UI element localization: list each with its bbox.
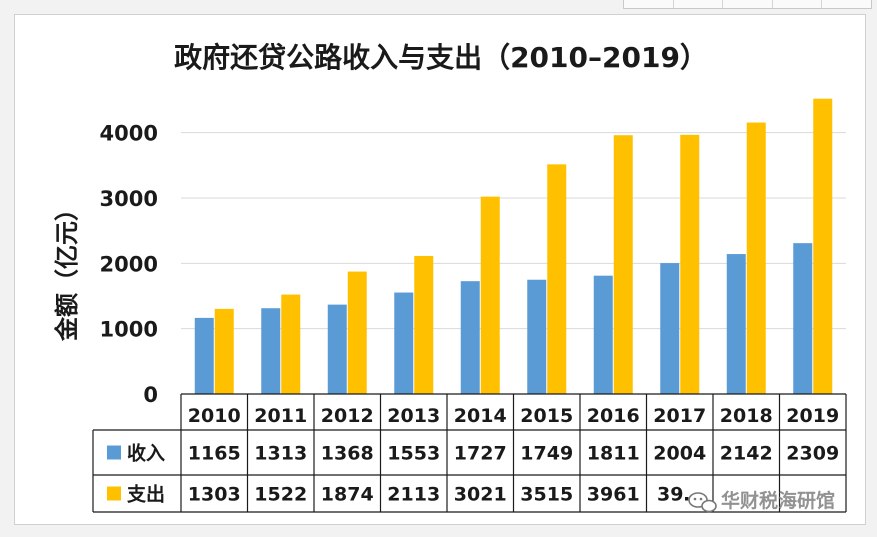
y-tick-label: 2000 (100, 252, 158, 276)
bars (194, 98, 833, 395)
bar-income-2014 (460, 281, 480, 394)
table-cell: 3961 (587, 484, 640, 506)
chart-card: 政府还贷公路收入与支出（2010–2019） 金额（亿元） 0 1000 2000 3… (14, 14, 866, 525)
table-cell: 1368 (321, 443, 374, 465)
bar-income-2012 (327, 304, 347, 394)
x-category-label: 2019 (786, 405, 839, 427)
y-axis-label: 金额（亿元） (53, 197, 81, 342)
legend-label-income: 收入 (127, 442, 165, 465)
x-category-label: 2011 (254, 405, 307, 427)
x-category-label: 2018 (720, 405, 773, 427)
legend-swatch-expense (107, 486, 121, 501)
bar-expense-2016 (613, 135, 633, 394)
table-cell: 1749 (520, 443, 573, 465)
bar-expense-2012 (347, 271, 367, 394)
bar-expense-2017 (680, 134, 700, 394)
table-cell: 1303 (188, 484, 241, 506)
y-tick-label: 3000 (100, 187, 158, 211)
bar-expense-2018 (746, 122, 766, 394)
chart-title: 政府还贷公路收入与支出（2010–2019） (174, 41, 708, 74)
table-cell: 3021 (454, 484, 507, 506)
x-category-label: 2014 (454, 405, 507, 427)
gridlines (181, 132, 846, 330)
bar-income-2013 (394, 292, 414, 394)
bar-income-2010 (194, 317, 214, 394)
y-tick-label: 0 (143, 383, 158, 407)
table-cell: 2113 (387, 484, 440, 506)
table-cell: 3515 (520, 484, 573, 506)
x-category-label: 2010 (188, 405, 241, 427)
bar-income-2015 (527, 279, 547, 394)
bar-expense-2015 (547, 164, 567, 394)
bar-income-2019 (793, 243, 813, 394)
bar-expense-2019 (813, 98, 833, 395)
table-cell: 1811 (587, 443, 640, 465)
table-cell: 1553 (387, 443, 440, 465)
chart-svg: 政府还贷公路收入与支出（2010–2019） 金额（亿元） 0 1000 2000 3… (53, 41, 847, 513)
bar-income-2016 (593, 275, 613, 394)
data-table: 2010 2011 2012 2013 2014 2015 2016 2017 2018 2019… (92, 393, 847, 513)
bar-expense-2011 (281, 294, 301, 394)
table-cell: 1727 (454, 443, 507, 465)
top-window-strip (623, 0, 872, 9)
x-category-label: 2015 (520, 405, 573, 427)
bar-income-2011 (261, 308, 281, 394)
x-category-label: 2013 (387, 405, 440, 427)
table-cell: 2004 (653, 443, 706, 465)
table-cell: 1165 (188, 443, 241, 465)
watermark-text: 华财税海研馆 (721, 489, 835, 512)
y-tick-label: 1000 (100, 318, 158, 342)
watermark: 华财税海研馆 (688, 489, 835, 513)
wechat-icon (688, 492, 717, 513)
legend-swatch-income (107, 445, 121, 460)
bar-expense-2013 (414, 255, 434, 394)
x-category-label: 2012 (321, 405, 374, 427)
y-tick-labels: 0 1000 2000 3000 4000 (100, 122, 158, 407)
bar-income-2018 (726, 254, 746, 394)
table-cell: 2142 (720, 443, 773, 465)
y-tick-label: 4000 (100, 122, 158, 146)
bar-expense-2010 (214, 308, 234, 394)
table-cell: 2309 (786, 443, 839, 465)
table-cell: 1874 (321, 484, 374, 506)
table-cell: 1522 (254, 484, 307, 506)
bar-expense-2014 (480, 196, 500, 394)
x-category-label: 2016 (587, 405, 640, 427)
bar-income-2017 (660, 263, 680, 394)
table-cell: 1313 (254, 443, 307, 465)
legend-label-expense: 支出 (126, 483, 165, 506)
x-category-label: 2017 (653, 405, 706, 427)
